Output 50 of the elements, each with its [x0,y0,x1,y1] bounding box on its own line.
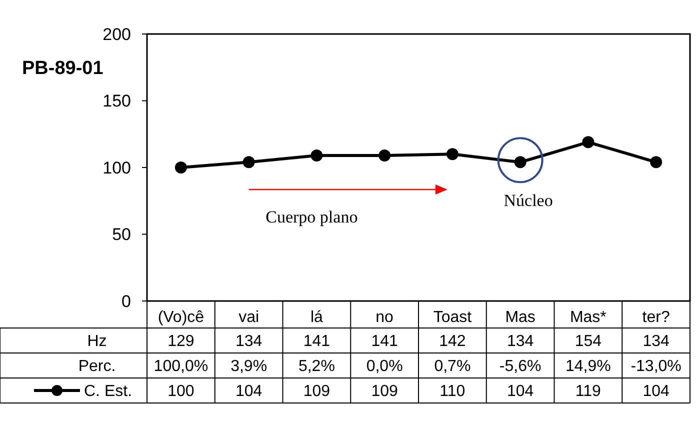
text: 0,7% [434,358,471,376]
x-tick-label: no [376,309,394,326]
x-tick-label: vai [238,309,260,326]
data-label: 104 [506,383,534,400]
text: Hz [87,333,107,350]
annotation: Cuerpo plano [266,208,358,227]
legend-label: C. Est. [84,383,132,400]
data-label: 104 [642,383,670,400]
x-tick-label: (Vo)cê [158,309,204,326]
y-tick-label: 50 [112,225,131,244]
text: 134 [506,333,534,350]
text: 5,2% [298,358,335,376]
y-tick-label: 200 [102,24,131,44]
text: 129 [168,333,194,350]
text: 141 [303,333,330,350]
annotation: Núcleo [504,191,553,210]
data-label: 119 [575,383,602,400]
data-label: 100 [168,383,194,400]
text: 14,9% [566,358,611,376]
text: 134 [642,333,670,350]
text: -13,0% [630,358,682,376]
text: 3,9% [230,358,268,376]
data-label: 109 [303,383,330,400]
text: Perc. [78,358,116,376]
x-tick-label: Toast [433,309,472,326]
y-tick-label: 0 [122,292,131,311]
point [378,149,391,162]
text: 154 [574,333,602,350]
point [174,162,187,174]
point [650,156,662,168]
text: -5,6% [499,358,542,376]
x-tick-label: Mas* [570,309,606,326]
data-label: 109 [371,383,398,400]
data-label: 104 [235,383,262,400]
data-label: 110 [440,383,466,400]
point [446,148,458,160]
text: 0,0% [366,358,403,376]
text: 100,0% [154,358,208,376]
x-tick-label: Mas [505,309,536,326]
text: PB-89-01 [22,58,104,79]
text: 142 [439,333,466,350]
x-tick-label: ter? [642,309,670,326]
point [582,136,594,148]
point [310,149,323,162]
y-tick-label: 150 [102,92,131,111]
point [242,156,255,168]
y-tick-label: 100 [102,158,131,178]
text: 134 [235,333,262,350]
x-tick-label: lá [310,309,324,326]
text: 141 [371,333,398,350]
